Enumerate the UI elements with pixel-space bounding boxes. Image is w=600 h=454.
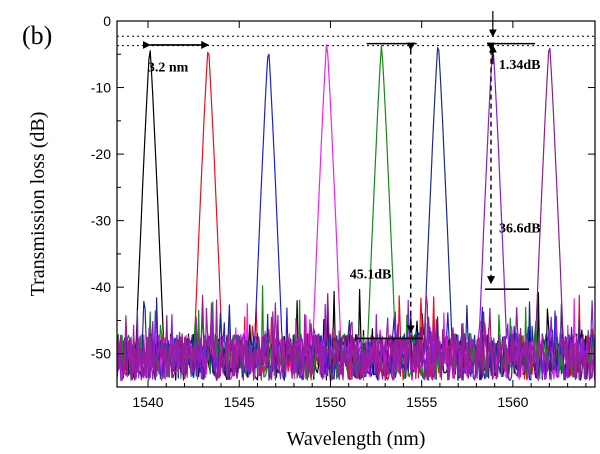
spectrum-line [117,46,595,381]
plot-frame [116,20,596,388]
spectrum-line [117,47,595,381]
y-tick-label: -10 [91,80,111,96]
x-tick-label: 1550 [315,394,346,410]
x-tick-label: 1555 [406,394,437,410]
spectrum-line [117,51,595,381]
y-tick-label: 0 [103,13,111,29]
x-tick-label: 1540 [132,394,163,410]
spectrum-line [117,47,595,381]
spectrum-line [117,44,595,381]
panel-label: (b) [22,21,52,50]
extinction2-label: 36.6dB [499,222,541,237]
series-layer [117,44,595,381]
spectrum-line [117,45,595,381]
spectrum-line [117,53,595,381]
y-tick-label: -20 [91,146,111,162]
y-tick-label: -40 [91,279,111,295]
spacing-label: 3.2 nm [148,61,189,76]
x-axis-title: Wavelength (nm) [287,428,426,450]
annotation-layer: 3.2 nm 1.34dB 45.1dB 36.6dB [142,11,541,340]
x-tick-label: 1545 [224,394,255,410]
spectrum-line [117,293,595,381]
spectrum-line [117,50,595,381]
ripple-label: 1.34dB [499,58,541,73]
y-tick-label: -30 [91,213,111,229]
tick-layer: 1540 1545 1550 1555 1560 0 -10 -20 -30 -40 -50 [91,13,595,410]
y-axis-title: Transmission loss (dB) [27,112,49,297]
extinction1-label: 45.1dB [350,268,392,283]
x-tick-label: 1560 [497,394,528,410]
y-tick-label: -50 [91,346,111,362]
